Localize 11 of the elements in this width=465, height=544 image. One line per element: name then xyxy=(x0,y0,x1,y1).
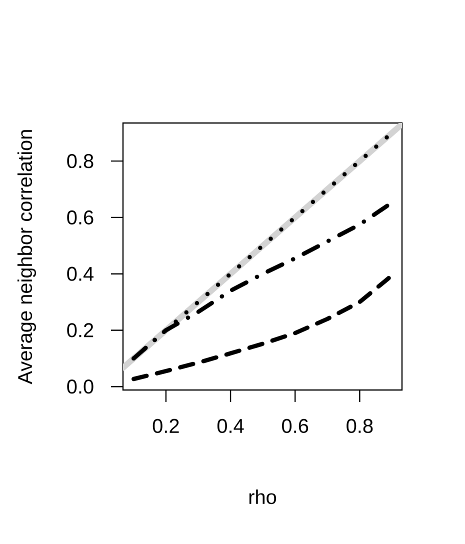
y-tick-label: 0.6 xyxy=(67,210,94,224)
y-tick-label: 0.0 xyxy=(67,380,94,394)
x-tick-label: 0.4 xyxy=(217,418,244,434)
x-tick-label: 0.8 xyxy=(346,418,373,434)
x-tick-label: 0.2 xyxy=(152,418,179,434)
y-tick-label: 0.2 xyxy=(67,323,94,338)
x-axis-title: rho xyxy=(249,489,276,504)
y-tick-label: 0.4 xyxy=(67,266,94,281)
x-tick-label: 0.6 xyxy=(282,418,308,434)
y-tick-label: 0.8 xyxy=(67,154,94,168)
y-axis-title: Average neighbor correlation xyxy=(17,130,36,384)
